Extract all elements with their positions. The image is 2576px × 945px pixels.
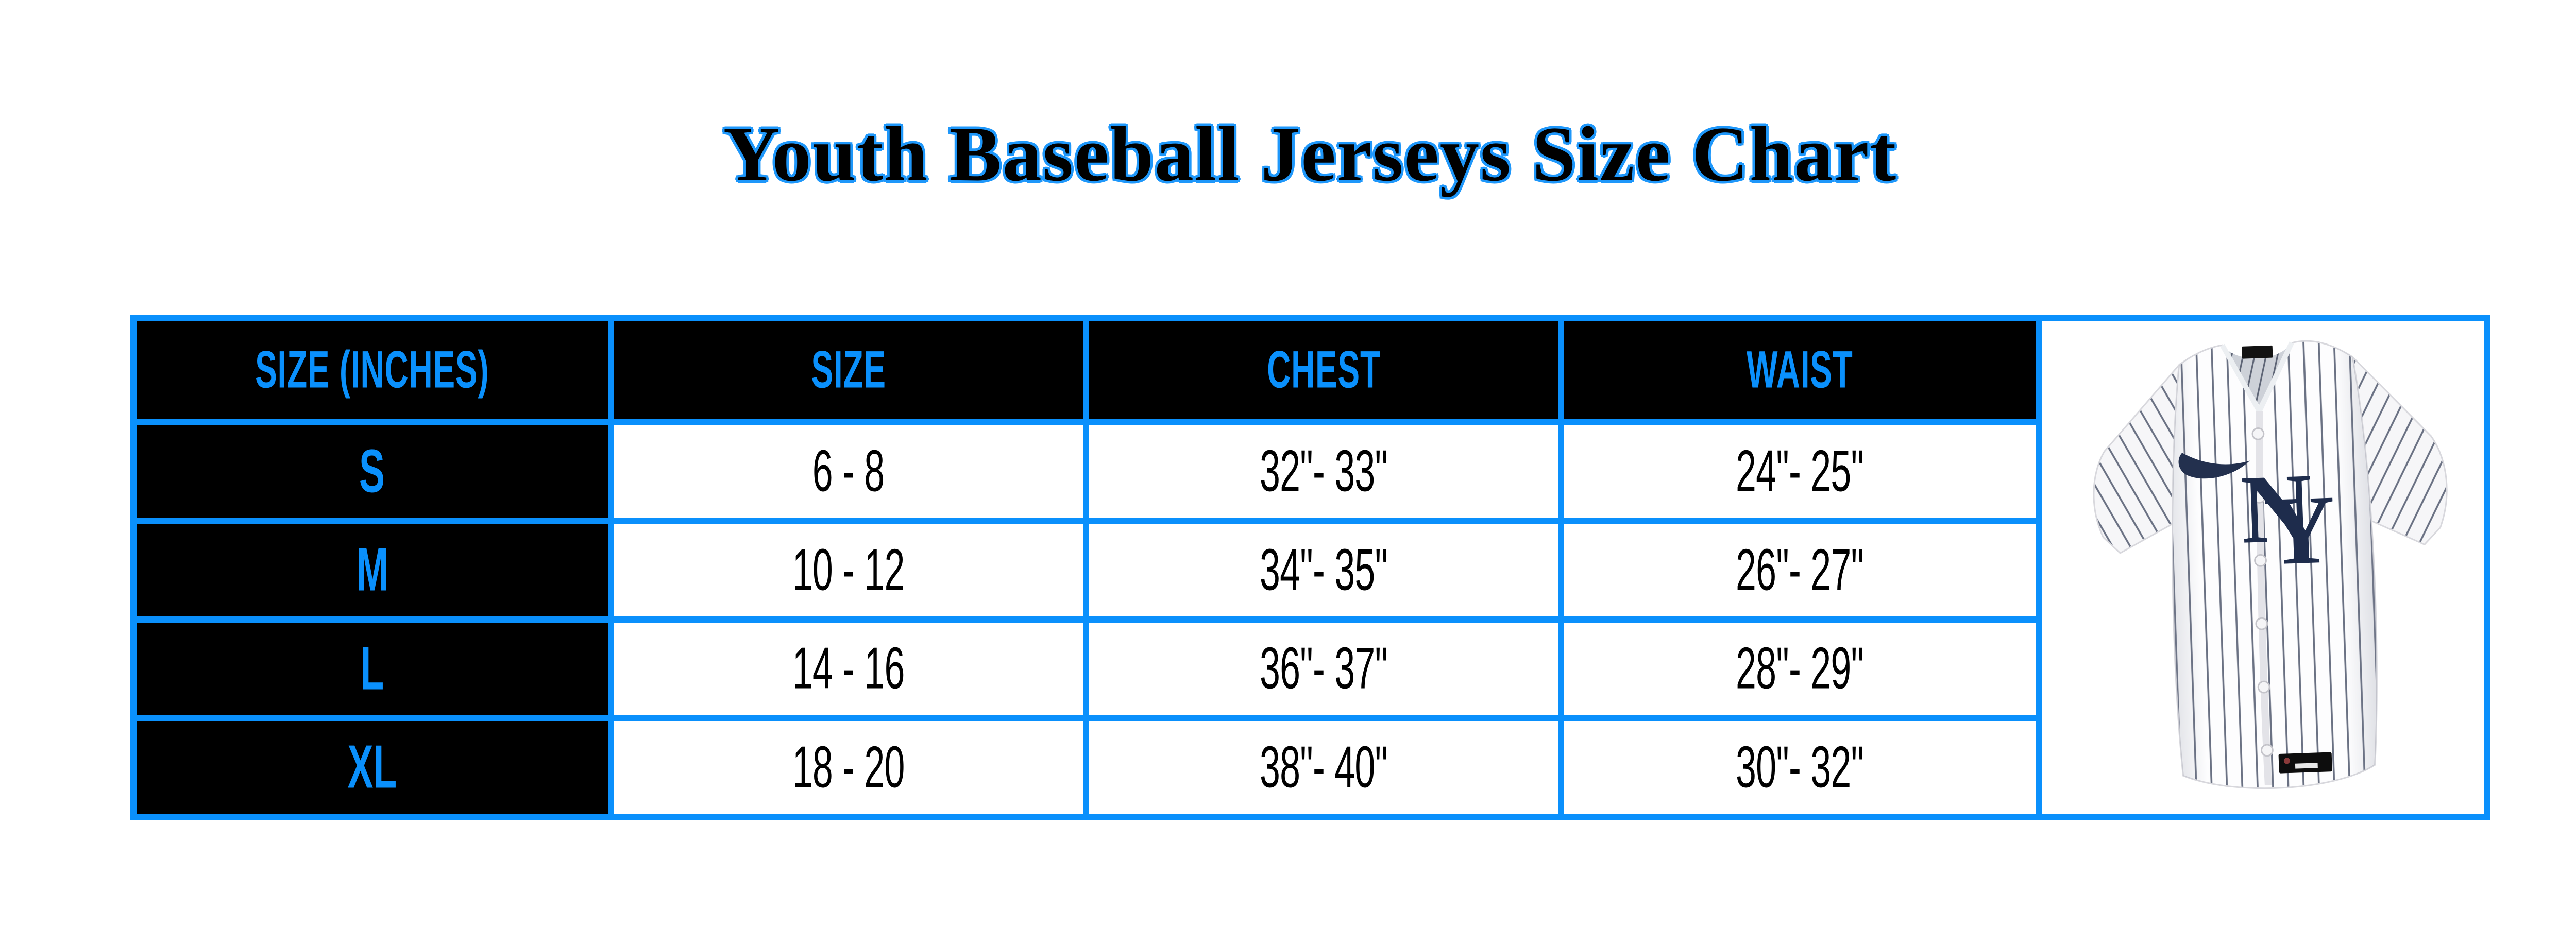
size-label-cell-xl: XL xyxy=(137,721,608,814)
ny-logo: N Y xyxy=(2240,453,2337,586)
jersey-shading xyxy=(2172,341,2377,788)
page-title: Youth Baseball Jerseys Size Chart xyxy=(723,111,1897,197)
size-value-cell: 18 - 20 xyxy=(614,721,1083,814)
ny-logo-n: N xyxy=(2240,453,2314,564)
column-header-size-inches: SIZE (INCHES) xyxy=(137,321,608,419)
size-label-cell-l: L xyxy=(137,623,608,715)
chest-value-cell: 38"- 40" xyxy=(1089,721,1558,814)
jersey-neck-opening xyxy=(2224,345,2290,405)
chest-value-cell: 36"- 37" xyxy=(1089,623,1558,715)
column-header-size: SIZE xyxy=(614,321,1083,419)
neck-tag xyxy=(2242,345,2273,359)
waist-value-cell: 26"- 27" xyxy=(1564,524,2036,616)
waist-value-cell: 28"- 29" xyxy=(1564,623,2036,715)
button-placket xyxy=(2256,411,2272,785)
nike-swoosh-icon xyxy=(2178,453,2250,479)
size-label-cell-m: M xyxy=(137,524,608,616)
column-header-waist: WAIST xyxy=(1564,321,2036,419)
waist-value-cell: 30"- 32" xyxy=(1564,721,2036,814)
ny-logo-y: Y xyxy=(2263,475,2337,586)
size-value-cell: 14 - 16 xyxy=(614,623,1083,715)
size-value-cell: 6 - 8 xyxy=(614,425,1083,518)
jersey-product-image: N Y xyxy=(2093,340,2448,789)
size-label-cell-s: S xyxy=(137,425,608,518)
jersey-body: N Y xyxy=(2093,340,2448,789)
size-value-cell: 10 - 12 xyxy=(614,524,1083,616)
hem-tag xyxy=(2278,752,2332,774)
column-header-chest: CHEST xyxy=(1089,321,1558,419)
size-chart-table: N Y SIZE (INCHES) SIZE CHEST xyxy=(130,315,2490,820)
jersey-buttons xyxy=(2251,427,2274,757)
jersey-image-cell: N Y xyxy=(2042,321,2484,814)
chest-value-cell: 34"- 35" xyxy=(1089,524,1558,616)
chest-value-cell: 32"- 33" xyxy=(1089,425,1558,518)
waist-value-cell: 24"- 25" xyxy=(1564,425,2036,518)
